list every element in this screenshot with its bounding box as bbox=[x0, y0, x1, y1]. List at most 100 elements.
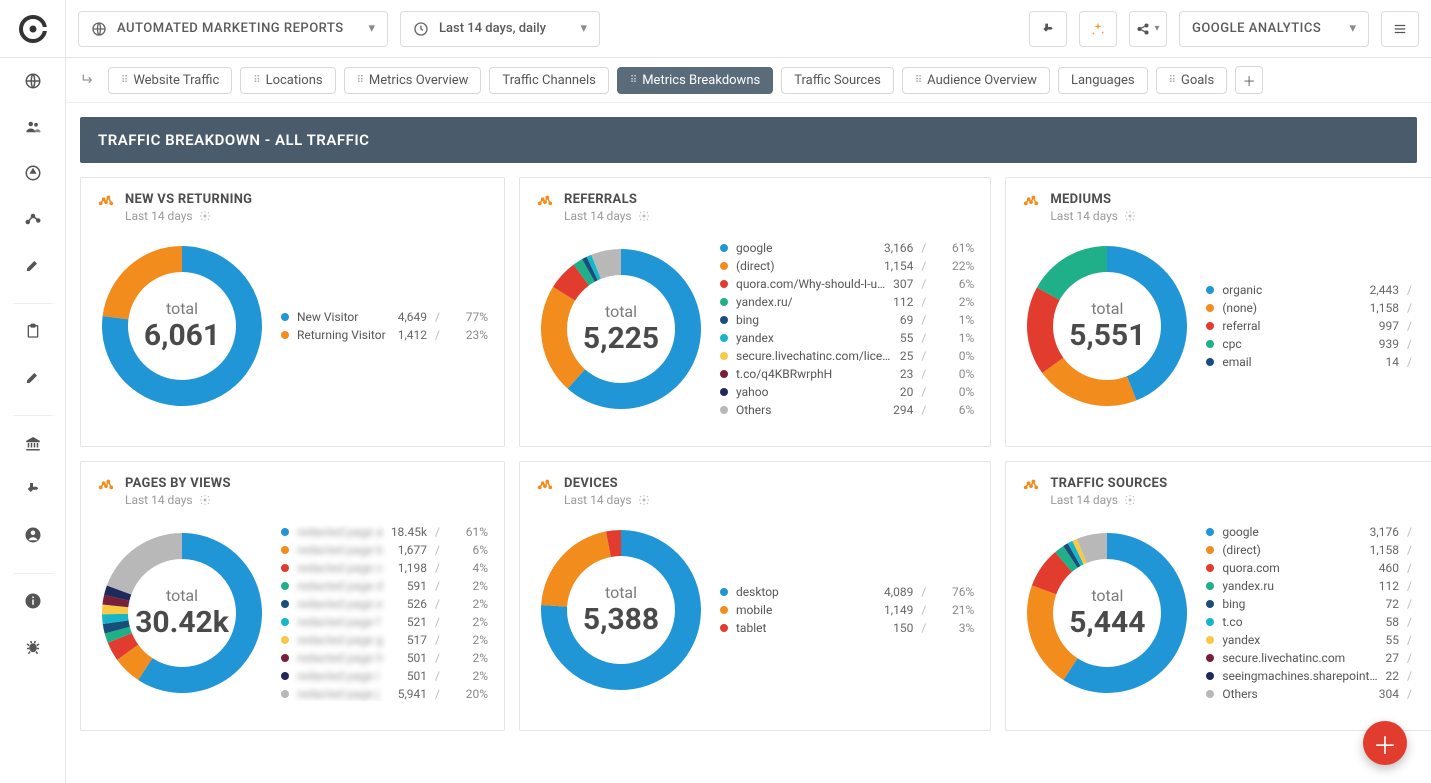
legend-name: google bbox=[736, 241, 876, 255]
legend-name: redacted page g bbox=[297, 633, 399, 647]
tab-languages[interactable]: Languages bbox=[1058, 67, 1148, 94]
donut-total-value: 5,388 bbox=[583, 602, 659, 637]
legend-value: 1,158 bbox=[1370, 543, 1399, 557]
tab-website-traffic[interactable]: ⠿ Website Traffic bbox=[108, 67, 232, 94]
legend-percent: 2% bbox=[448, 615, 488, 629]
tab-traffic-channels[interactable]: Traffic Channels bbox=[489, 67, 608, 94]
add-tab-button[interactable]: ＋ bbox=[1235, 66, 1263, 94]
nav-audience[interactable] bbox=[0, 104, 66, 150]
card-mediums: MEDIUMS Last 14 days total 5,551 organic… bbox=[1005, 177, 1431, 447]
legend-percent: 2% bbox=[1420, 579, 1431, 593]
legend-name: redacted page d bbox=[297, 579, 399, 593]
nav-account[interactable] bbox=[0, 512, 66, 558]
legend-name: yahoo bbox=[736, 385, 892, 399]
legend-swatch bbox=[720, 388, 728, 396]
legend-row: redacted page g 517 / 2% bbox=[281, 633, 488, 647]
card-devices: DEVICES Last 14 days total 5,388 desktop… bbox=[519, 461, 991, 731]
fab-add-button[interactable]: ＋ bbox=[1363, 721, 1407, 765]
legend-swatch bbox=[1206, 322, 1214, 330]
legend-swatch bbox=[281, 690, 289, 698]
chevron-down-icon: ▾ bbox=[368, 21, 375, 36]
legend-swatch bbox=[720, 316, 728, 324]
account-selector[interactable]: GOOGLE ANALYTICS ▾ bbox=[1179, 11, 1369, 47]
nav-bank[interactable] bbox=[0, 420, 66, 466]
nav-clipboard[interactable] bbox=[0, 308, 66, 354]
daterange-selector[interactable]: Last 14 days, daily ▾ bbox=[400, 11, 600, 47]
nav-behavior[interactable] bbox=[0, 196, 66, 242]
donut-chart: total 5,225 bbox=[536, 244, 706, 414]
nav-info[interactable] bbox=[0, 578, 66, 624]
legend-value: 72 bbox=[1385, 597, 1399, 611]
legend-row: yahoo 20 / 0% bbox=[720, 385, 974, 399]
spark-button[interactable] bbox=[1079, 11, 1117, 47]
chart-icon bbox=[1022, 478, 1040, 492]
drag-handle-icon: ⠿ bbox=[121, 75, 127, 86]
legend-name: redacted page b bbox=[297, 543, 390, 557]
legend-swatch bbox=[1206, 546, 1214, 554]
gear-icon[interactable] bbox=[638, 494, 650, 506]
tab-label: Website Traffic bbox=[133, 73, 219, 88]
gear-icon[interactable] bbox=[199, 494, 211, 506]
legend-value: 4,089 bbox=[884, 585, 913, 599]
tab-metrics-breakdowns[interactable]: ⠿Metrics Breakdowns bbox=[617, 67, 773, 94]
donut-total-value: 30.42k bbox=[135, 605, 229, 640]
tab-metrics-overview[interactable]: ⠿Metrics Overview bbox=[344, 67, 482, 94]
gear-icon[interactable] bbox=[1124, 210, 1136, 222]
legend-row: (direct) 1,158 / 21% bbox=[1206, 543, 1431, 557]
legend-swatch bbox=[1206, 618, 1214, 626]
plug-button[interactable] bbox=[1029, 11, 1067, 47]
menu-button[interactable] bbox=[1381, 11, 1419, 47]
legend-swatch bbox=[281, 582, 289, 590]
chart-icon bbox=[1022, 194, 1040, 208]
legend-row: organic 2,443 / 44% bbox=[1206, 283, 1431, 297]
gear-icon[interactable] bbox=[1124, 494, 1136, 506]
tab-goals[interactable]: ⠿Goals bbox=[1156, 67, 1228, 94]
nav-edit[interactable] bbox=[0, 242, 66, 288]
legend-swatch bbox=[1206, 654, 1214, 662]
tab-traffic-sources[interactable]: Traffic Sources bbox=[781, 67, 894, 94]
share-button[interactable]: ▾ bbox=[1129, 11, 1167, 47]
legend-value: 1,158 bbox=[1370, 301, 1399, 315]
donut-total-value: 5,225 bbox=[583, 321, 659, 356]
legend-row: (direct) 1,154 / 22% bbox=[720, 259, 974, 273]
tab-label: Locations bbox=[266, 73, 323, 88]
legend-swatch bbox=[281, 618, 289, 626]
legend-percent: 2% bbox=[448, 633, 488, 647]
card-referrals: REFERRALS Last 14 days total 5,225 googl… bbox=[519, 177, 991, 447]
legend-name: bing bbox=[736, 313, 892, 327]
tab-audience-overview[interactable]: ⠿Audience Overview bbox=[902, 67, 1050, 94]
legend-value: 501 bbox=[407, 669, 427, 683]
legend-name: t.co/q4KBRwrphH bbox=[736, 367, 892, 381]
chevron-down-icon: ▾ bbox=[1349, 21, 1356, 36]
legend-swatch bbox=[1206, 340, 1214, 348]
legend-value: 1,412 bbox=[398, 328, 427, 342]
nav-edit2[interactable] bbox=[0, 354, 66, 400]
nav-debug[interactable] bbox=[0, 624, 66, 670]
gear-icon[interactable] bbox=[199, 210, 211, 222]
legend-percent: 61% bbox=[934, 241, 974, 255]
nav-globe[interactable] bbox=[0, 58, 66, 104]
legend-value: 1,677 bbox=[398, 543, 427, 557]
legend-swatch bbox=[720, 370, 728, 378]
drag-handle-icon: ⠿ bbox=[1169, 75, 1175, 86]
tab-locations[interactable]: ⠿Locations bbox=[240, 67, 335, 94]
daterange-label: Last 14 days, daily bbox=[439, 21, 570, 36]
legend-percent: 0% bbox=[934, 385, 974, 399]
legend-percent: 6% bbox=[448, 543, 488, 557]
app-logo[interactable] bbox=[0, 0, 66, 58]
gear-icon[interactable] bbox=[638, 210, 650, 222]
chart-icon bbox=[97, 478, 115, 492]
legend-value: 23 bbox=[900, 367, 914, 381]
nav-integrations[interactable] bbox=[0, 466, 66, 512]
legend-value: 14 bbox=[1385, 355, 1399, 369]
legend-row: google 3,166 / 61% bbox=[720, 241, 974, 255]
legend-percent: 58% bbox=[1420, 525, 1431, 539]
legend-swatch bbox=[720, 624, 728, 632]
legend-name: organic bbox=[1222, 283, 1361, 297]
legend-value: 3,166 bbox=[884, 241, 913, 255]
card-new-vs-returning: NEW VS RETURNING Last 14 days total 6,06… bbox=[80, 177, 505, 447]
nav-acquisition[interactable] bbox=[0, 150, 66, 196]
legend-percent: 44% bbox=[1420, 283, 1431, 297]
report-selector[interactable]: AUTOMATED MARKETING REPORTS ▾ bbox=[78, 11, 388, 47]
legend-swatch bbox=[720, 334, 728, 342]
